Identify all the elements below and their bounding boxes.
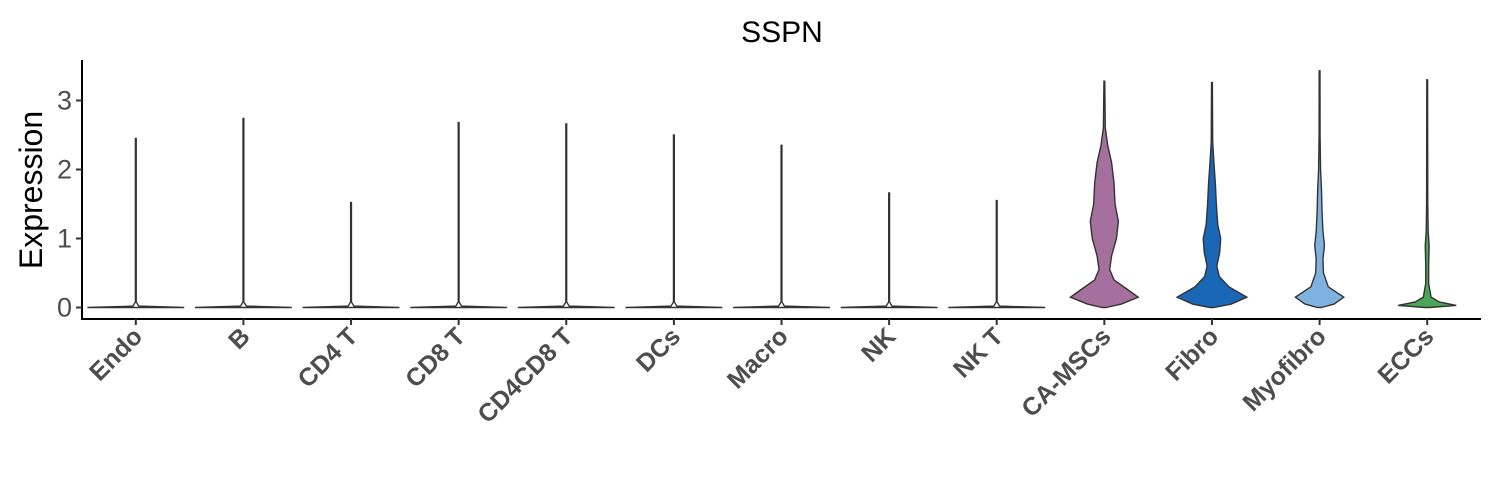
x-tick-label: CD4CD8 T (472, 322, 578, 428)
violin-nk-t (948, 199, 1046, 309)
y-axis-label: Expression (13, 111, 49, 269)
x-ticks-group: Endo B CD4 T CD8 T CD4CD8 T DCs Macro NK NK T CA-… (84, 319, 1439, 429)
x-tick-label: DCs (631, 322, 686, 377)
chart-title: SSPN (741, 16, 823, 49)
x-tick-label: Macro (722, 322, 794, 394)
violin-cd8-t (410, 121, 508, 309)
x-tick-label: Fibro (1160, 322, 1224, 386)
violin-eccs (1398, 79, 1457, 309)
violin-dcs (625, 134, 723, 309)
x-tick-label: Myofibro (1237, 322, 1331, 416)
y-tick-label: 3 (57, 86, 72, 116)
y-tick-label: 1 (57, 224, 72, 254)
violin-endo (87, 137, 185, 309)
violins-group (87, 70, 1457, 309)
violin-ca-mscs (1069, 80, 1140, 309)
x-tick-label: ECCs (1372, 322, 1439, 389)
violin-nk (840, 192, 938, 309)
x-tick-label: CA-MSCs (1016, 322, 1116, 422)
violin-cd4cd8-t (517, 123, 615, 309)
y-tick-label: 2 (57, 155, 72, 185)
violin-b (194, 117, 292, 309)
violin-fibro (1175, 81, 1249, 309)
x-tick-label: Endo (84, 322, 148, 386)
violin-macro (733, 144, 830, 309)
y-ticks-group: 0 1 2 3 (57, 86, 82, 323)
x-tick-label: NK (856, 322, 901, 367)
x-tick-label: CD8 T (400, 322, 471, 393)
violin-myofibro (1294, 70, 1346, 309)
x-tick-label: CD4 T (292, 322, 363, 393)
x-tick-label: B (223, 322, 256, 355)
x-tick-label: NK T (948, 322, 1009, 383)
y-tick-label: 0 (57, 293, 72, 323)
violin-cd4-t (302, 201, 400, 309)
